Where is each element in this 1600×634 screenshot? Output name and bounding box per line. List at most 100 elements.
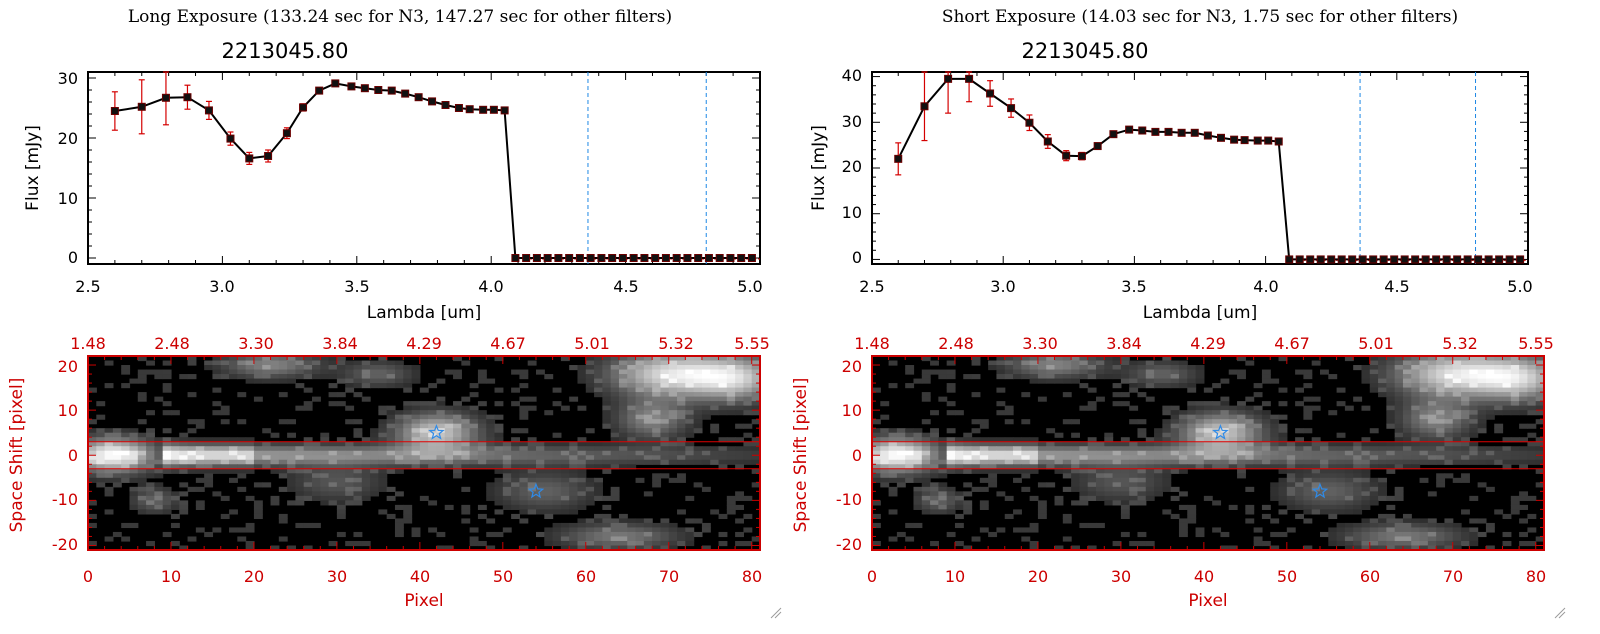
short-image-pixel [1427,387,1437,393]
short-image-pixel [1253,414,1263,420]
short-image-pixel [1527,459,1537,465]
short-image-pixel [1369,518,1379,524]
short-image-pixel [1178,441,1188,447]
short-image-pixel [1187,365,1197,371]
short-image-pixel [1212,401,1222,407]
long-image-pixel [336,459,346,465]
short-shift-tick: 10 [842,401,862,420]
short-image-pixel [1178,374,1188,380]
short-image-pixel [1079,491,1089,497]
short-image-pixel [1261,369,1271,375]
short-image-pixel [1187,423,1197,429]
short-image-pixel [1013,374,1022,380]
short-image-pixel [1328,468,1338,474]
long-image-pixel [295,486,305,492]
short-image-pixel [1519,401,1529,407]
short-image-pixel [1394,374,1404,380]
long-image-pixel [511,446,521,452]
short-image-pixel [1394,459,1404,465]
short-image-pixel [905,450,915,456]
long-image-pixel [229,365,238,371]
short-image-pixel [1145,468,1155,474]
short-image-pixel [1502,365,1512,371]
long-image-pixel [627,518,637,524]
long-image-pixel [718,374,728,380]
long-image-pixel [378,410,388,416]
short-image-pixel [1461,378,1470,384]
long-image-pixel [370,486,379,492]
short-image-pixel [1510,392,1520,398]
long-image-pixel [494,477,504,483]
long-image-pixel [345,419,355,425]
long-image-pixel [353,365,363,371]
short-image-pixel [971,360,981,366]
long-image-pixel [162,486,172,492]
long-image-pixel [353,477,363,483]
long-image-pixel [610,540,620,547]
long-image-pixel [403,387,413,393]
long-image-pixel [710,392,720,398]
long-image-pixel [735,392,745,398]
long-image-pixel [511,477,521,483]
long-image-pixel [295,360,305,366]
short-image-pixel [1004,464,1014,470]
long-image-pixel [627,446,637,452]
short-image-pixel [1228,410,1238,416]
short-image-pixel [1485,522,1495,529]
short-image-pixel [996,491,1006,497]
short-image-pixel [1336,500,1346,506]
short-image-pixel [1353,495,1363,501]
long-image-pixel [345,365,355,371]
short-image-pixel [1278,464,1288,470]
short-image-pixel [1386,405,1396,411]
long-image-pixel [370,365,379,371]
short-image-pixel [1527,378,1537,384]
long-image-pixel [453,414,462,420]
short-image-pixel [1129,464,1139,470]
short-image-pixel [1477,383,1487,389]
long-image-pixel [544,486,554,492]
short-image-pixel [1245,428,1255,434]
long-image-pixel [328,446,338,452]
short-image-pixel [1096,491,1105,497]
short-image-pixel [1344,446,1354,452]
resize-grip-icon[interactable] [1554,607,1566,619]
long-image-pixel [627,419,637,425]
long-image-pixel [643,522,653,529]
short-image-pixel [1461,410,1470,416]
long-image-pixel [353,446,363,452]
long-image-pixel [204,477,214,483]
short-image-pixel [1112,468,1122,474]
short-image-pixel [1253,428,1263,434]
long-image-pixel [718,378,728,384]
long-image-pixel [245,360,255,366]
short-image-pixel [1253,464,1263,470]
long-image-pixel [96,473,106,479]
short-image-pixel [1452,450,1462,456]
long-image-pixel [594,513,603,520]
long-image-pixel [88,500,97,506]
short-image-pixel [1162,437,1172,443]
resize-grip-icon[interactable] [770,607,782,619]
long-image-pixel [635,356,645,362]
short-image-pixel [1361,446,1371,452]
short-image-pixel [1344,540,1354,547]
short-image-pixel [1303,486,1313,492]
long-image-pixel [129,441,139,447]
short-data-point [920,102,929,111]
short-image-pixel [1344,509,1354,515]
short-image-pixel [1436,360,1446,366]
short-image-pixel [1303,410,1313,416]
long-image-pixel [320,477,330,483]
short-image-pixel [1170,365,1180,371]
long-image-pixel [726,455,736,461]
short-image-pixel [1436,401,1446,407]
long-data-point [640,254,649,262]
short-image-pixel [1535,378,1545,384]
short-image-pixel [1112,540,1122,547]
short-image-pixel [1162,405,1172,411]
long-image-pixel [179,455,189,461]
long-image-pixel [627,441,637,447]
short-image-pixel [1071,450,1081,456]
short-image-pixel [1502,446,1512,452]
